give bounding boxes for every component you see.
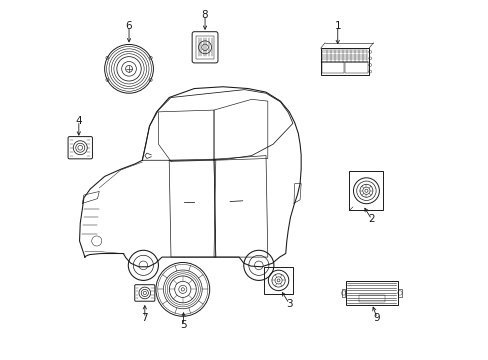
Text: 6: 6 — [125, 21, 132, 31]
Bar — [264, 267, 292, 294]
Text: 1: 1 — [334, 21, 340, 31]
Bar — [320, 48, 368, 75]
Text: 9: 9 — [373, 313, 380, 323]
Text: 2: 2 — [368, 215, 374, 224]
Bar — [345, 281, 397, 305]
Text: 3: 3 — [285, 299, 292, 309]
Text: 7: 7 — [141, 313, 148, 323]
Bar — [397, 289, 401, 297]
Bar — [358, 295, 384, 302]
Bar — [349, 171, 383, 211]
Text: 5: 5 — [180, 320, 186, 330]
Bar — [196, 36, 213, 59]
Bar — [345, 62, 368, 73]
Bar — [341, 289, 345, 297]
Bar — [322, 62, 344, 73]
Text: 8: 8 — [202, 10, 208, 20]
Text: 4: 4 — [75, 116, 82, 126]
